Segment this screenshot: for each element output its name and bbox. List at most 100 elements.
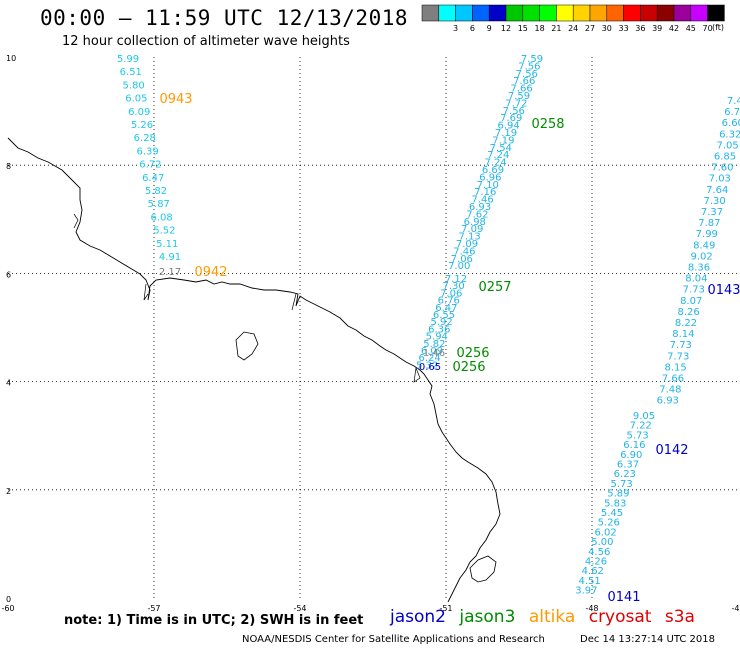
swh-value-jason2-0142: 5.73	[610, 479, 632, 490]
swh-value-altika-0943: 5.87	[148, 199, 170, 210]
colorbar-label: 70	[703, 24, 713, 33]
swh-value-jason3-0258: 7.19	[495, 128, 517, 139]
swh-value-jason2-0142: 5.45	[601, 508, 623, 519]
colorbar-bin	[421, 4, 440, 22]
colorbar-bin	[623, 4, 641, 22]
credit-line: NOAA/NESDIS Center for Satellite Applica…	[242, 634, 545, 645]
swh-value-jason2-0143: 7.03	[709, 174, 731, 185]
swh-value-jason2-0142: 5.73	[626, 430, 648, 441]
swh-value-jason2-0142: 6.16	[623, 440, 645, 451]
colorbar-label: 9	[487, 24, 492, 33]
swh-value-jason2-0143: 7.87	[698, 218, 720, 229]
colorbar-bin	[606, 4, 624, 22]
colorbar-label: 12	[501, 24, 511, 33]
colorbar-legend: 3 6 9 12 15 18 21 24 27 30 33 36 39 42 45 70	[421, 4, 725, 33]
swh-value-jason3-0257: 5.94	[426, 332, 448, 343]
swh-value-jason3-0258: 7.09	[461, 224, 483, 235]
swh-value-jason3-0258: 7.66	[510, 84, 532, 95]
swh-value-jason2-0142: 4.56	[588, 547, 610, 558]
colorbar-bin	[556, 4, 574, 22]
swh-value-jason2-0143: 7.48	[659, 385, 681, 396]
swh-value-jason3-0258: 7.16	[474, 187, 496, 198]
lon-tick-label: -57	[147, 604, 160, 613]
pass-label-0143: 0143	[707, 283, 740, 298]
swh-value-altika-0943: 6.28	[134, 133, 156, 144]
swh-value-jason2-0142: 6.23	[614, 469, 636, 480]
satellite-legend: jason2 jason3 altika cryosat s3a	[390, 607, 703, 627]
swh-value-jason3-0258: 7.24	[484, 158, 506, 169]
pass-label-0256a: 0256	[456, 346, 489, 361]
colorbar-label: 45	[686, 24, 696, 33]
swh-value-jason3-0258: 7.46	[471, 195, 493, 206]
swh-value-jason2-0143: 8.14	[672, 329, 694, 340]
swh-value-jason3-0258: 7.69	[500, 113, 522, 124]
swh-value-jason2-0143: 7.64	[706, 185, 728, 196]
lon-tick-label: -51	[439, 604, 452, 613]
colorbar-label: 42	[669, 24, 679, 33]
estuary-detail	[73, 213, 421, 383]
colorbar-bin	[673, 4, 692, 22]
swh-value-jason2-0143: 7.05	[716, 140, 738, 151]
swh-value-jason3-0256b: 0.65	[419, 362, 441, 373]
colorbar-label: 39	[652, 24, 662, 33]
swh-value-altika-0943: 5.80	[122, 80, 144, 91]
swh-value-jason2-0143: 6.76	[724, 107, 740, 118]
swh-value-altika-0943: 5.11	[156, 239, 178, 250]
swh-value-jason2-0142: 6.02	[594, 527, 616, 538]
swh-value-altika-0943: 5.99	[117, 54, 139, 65]
swh-value-jason3-0258: 7.06	[451, 254, 473, 265]
swh-value-jason2-0142: 4.26	[585, 557, 607, 568]
swh-value-jason3-0257: 6.47	[435, 303, 457, 314]
pass-label-0257: 0257	[478, 280, 511, 295]
pass-label-0142: 0142	[655, 443, 688, 458]
footer-note: note: 1) Time is in UTC; 2) SWH is in fe…	[64, 613, 364, 628]
colorbar-bin	[455, 4, 473, 22]
swh-value-jason2-0143: 9.02	[690, 251, 712, 262]
colorbar-bin	[505, 4, 524, 22]
swh-value-jason2-0143: 6.93	[657, 396, 679, 407]
colorbar-label: 27	[585, 24, 595, 33]
swh-value-jason3-0257: 6.24	[418, 353, 440, 364]
swh-value-jason3-0257: 5.82	[423, 339, 445, 350]
swh-value-jason2-0142: 7.22	[630, 421, 652, 432]
swh-value-jason2-0143: 7.66	[662, 374, 684, 385]
swh-value-jason3-0257: 6.55	[433, 310, 455, 321]
coastline-path	[7, 137, 501, 603]
colorbar-label: 24	[568, 24, 578, 33]
swh-value-jason2-0143: 7.73	[683, 285, 705, 296]
colorbar-bin	[488, 4, 507, 22]
lat-tick-label: 6	[6, 270, 11, 279]
pass-label-0141: 0141	[607, 590, 640, 605]
swh-value-jason3-0256a: 1.46	[423, 348, 445, 359]
swh-value-jason3-0257: 7.06	[440, 288, 462, 299]
swh-value-jason3-0257: 7.30	[442, 281, 464, 292]
swh-value-jason3-0258: 7.09	[456, 239, 478, 250]
colorbar-label: 33	[619, 24, 629, 33]
swh-value-jason3-0258: 7.59	[521, 54, 543, 65]
pass-label-0258: 0258	[531, 117, 564, 132]
pass-label-0943: 0943	[159, 92, 192, 107]
satellite-jason2: jason2	[390, 607, 446, 627]
swh-value-jason3-0258: 7.19	[492, 135, 514, 146]
swh-value-altika-0943: 6.05	[125, 94, 147, 105]
colorbar-bin	[589, 4, 608, 22]
swh-value-jason2-0143: 7.30	[703, 196, 725, 207]
colorbar-bin	[656, 4, 675, 22]
altimeter-tracks: 5.99 6.51 5.80 6.05 6.09 5.26 6.28 6.39 6.72 6.47…	[117, 54, 740, 605]
swh-value-jason2-0143: 8.36	[688, 263, 710, 274]
swh-value-jason3-0258: 7.72	[505, 98, 527, 109]
swh-value-altika-0942: 2.17	[159, 267, 181, 278]
satellite-altika: altika	[528, 607, 576, 627]
lon-tick-label: -45	[731, 604, 740, 613]
lon-tick-label: -60	[1, 604, 14, 613]
satellite-cryosat: cryosat	[588, 607, 652, 627]
swh-value-jason2-0143: 8.26	[677, 307, 699, 318]
swh-value-jason2-0143: 7.73	[670, 340, 692, 351]
swh-value-jason3-0258: 7.13	[458, 232, 480, 243]
colorbar-bin	[640, 4, 658, 22]
colorbar-label: 36	[635, 24, 645, 33]
swh-value-jason3-0258: 7.54	[490, 143, 512, 154]
swh-value-jason2-0143: 8.07	[680, 296, 702, 307]
swh-value-altika-0943: 6.09	[128, 107, 150, 118]
